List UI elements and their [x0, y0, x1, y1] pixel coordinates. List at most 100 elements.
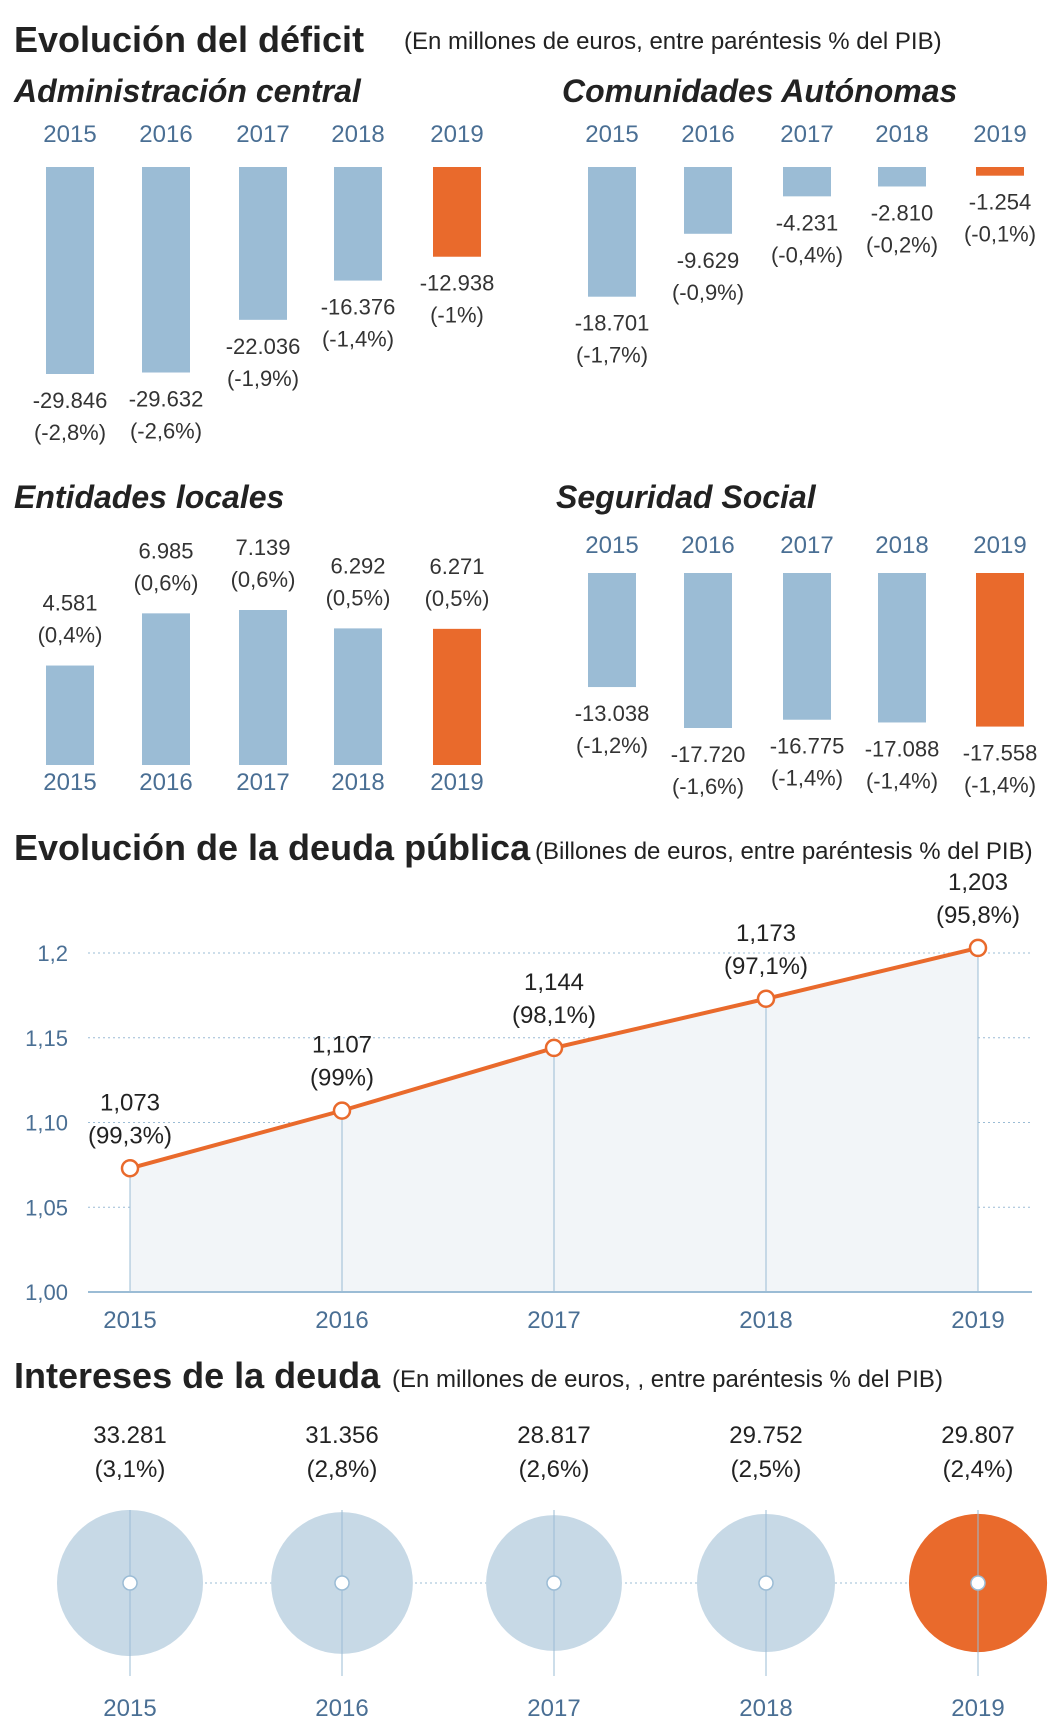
panel-locales-bars: 2015 4.581 (0,4%) 2016 6.985 (0,6%) 2017 7.139 (…: [38, 535, 490, 796]
panel-title-ccaa: Comunidades Autónomas: [562, 73, 957, 109]
data-point: [968, 938, 988, 958]
pct-label: (0,5%): [326, 585, 391, 610]
interest-subtitle: (En millones de euros, , entre paréntesi…: [392, 1366, 943, 1393]
value-label: 6.985: [138, 538, 193, 563]
year-label: 2017: [780, 121, 833, 148]
interest-bubble-chart: 33.281 (3,1%) 2015 31.356 (2,8%) 2016 28.817 (2…: [57, 1422, 1048, 1722]
data-label: 1,073: [100, 1089, 160, 1116]
pct-label: (-1,6%): [672, 774, 744, 799]
value-label: -4.231: [776, 210, 838, 235]
x-tick-label: 2019: [951, 1307, 1004, 1334]
year-label: 2019: [973, 532, 1026, 559]
pct-label: (2,5%): [731, 1456, 802, 1483]
year-label: 2017: [527, 1695, 580, 1722]
bubble-center: [758, 1575, 774, 1591]
pct-label: (0,4%): [38, 623, 103, 648]
year-label: 2015: [585, 121, 638, 148]
data-label: 1,203: [948, 869, 1008, 896]
y-tick-label: 1,10: [25, 1111, 68, 1136]
value-label: 28.817: [517, 1422, 590, 1449]
value-label: 4.581: [42, 591, 97, 616]
pct-label: (-0,1%): [964, 222, 1036, 247]
value-label: -18.701: [575, 311, 650, 336]
x-tick-label: 2016: [315, 1307, 368, 1334]
bar: [684, 167, 732, 234]
pct-label: (-1,9%): [227, 366, 299, 391]
value-label: -17.088: [865, 736, 940, 761]
value-label: -29.846: [33, 388, 108, 413]
value-label: 29.752: [729, 1422, 802, 1449]
data-label: 1,173: [736, 920, 796, 947]
panel-title-central: Administración central: [13, 73, 362, 109]
x-tick-label: 2018: [739, 1307, 792, 1334]
year-label: 2018: [875, 532, 928, 559]
y-tick-label: 1,05: [25, 1195, 68, 1220]
pct-label: (3,1%): [95, 1456, 166, 1483]
year-label: 2015: [585, 532, 638, 559]
pct-label: (0,5%): [425, 586, 490, 611]
bar: [334, 167, 382, 281]
interest-title: Intereses de la deuda: [14, 1355, 381, 1396]
bar: [334, 628, 382, 765]
panel-ss-bars: 2015 -13.038 (-1,2%) 2016 -17.720 (-1,6%) 2017…: [575, 532, 1038, 799]
value-label: -2.810: [871, 200, 933, 225]
bar: [239, 167, 287, 320]
value-label: -16.775: [770, 734, 845, 759]
year-label: 2019: [430, 121, 483, 148]
bar: [239, 610, 287, 765]
deficit-subtitle: (En millones de euros, entre paréntesis …: [404, 28, 942, 55]
value-label: -16.376: [321, 295, 396, 320]
year-label: 2016: [315, 1695, 368, 1722]
pct-label: (-1,4%): [771, 766, 843, 791]
pct-label: (-1,4%): [964, 773, 1036, 798]
year-label: 2015: [43, 121, 96, 148]
bar: [878, 167, 926, 187]
pct-label: (-1,4%): [322, 327, 394, 352]
panel-central-bars: 2015 -29.846 (-2,8%) 2016 -29.632 (-2,6%) 2017…: [33, 121, 495, 445]
x-tick-label: 2015: [103, 1307, 156, 1334]
pct-label: (-1,7%): [576, 343, 648, 368]
bar: [433, 628, 481, 765]
data-point: [332, 1101, 352, 1120]
year-label: 2019: [951, 1695, 1004, 1722]
year-label: 2015: [103, 1695, 156, 1722]
year-label: 2019: [430, 769, 483, 796]
bubble-center: [546, 1575, 562, 1591]
panel-ccaa-bars: 2015 -18.701 (-1,7%) 2016 -9.629 (-0,9%) 2017 -…: [575, 121, 1036, 368]
pct-label: (-0,4%): [771, 242, 843, 267]
pct-label: (-2,8%): [34, 420, 106, 445]
pct-label: (2,4%): [943, 1456, 1014, 1483]
pct-label: (0,6%): [134, 570, 199, 595]
value-label: -17.558: [963, 741, 1038, 766]
y-tick-label: 1,00: [25, 1280, 68, 1305]
x-tick-label: 2017: [527, 1307, 580, 1334]
bar: [142, 167, 190, 373]
pct-label: (-2,6%): [130, 419, 202, 444]
pct-label: (-0,9%): [672, 280, 744, 305]
bubble-center: [334, 1575, 350, 1591]
year-label: 2017: [780, 532, 833, 559]
year-label: 2019: [973, 121, 1026, 148]
value-label: -22.036: [226, 334, 301, 359]
pct-label: (95,8%): [936, 902, 1020, 929]
value-label: 29.807: [941, 1422, 1014, 1449]
bar: [976, 573, 1024, 727]
year-label: 2016: [139, 121, 192, 148]
pct-label: (99,3%): [88, 1122, 172, 1149]
deficit-title: Evolución del déficit: [14, 19, 364, 60]
pct-label: (98,1%): [512, 1002, 596, 1029]
pct-label: (-1%): [430, 303, 484, 328]
year-label: 2018: [331, 121, 384, 148]
bar: [433, 167, 481, 257]
value-label: -9.629: [677, 248, 739, 273]
value-label: 6.292: [330, 553, 385, 578]
value-label: 7.139: [235, 535, 290, 560]
bar: [684, 573, 732, 728]
y-tick-label: 1,2: [37, 941, 68, 966]
pct-label: (0,6%): [231, 567, 296, 592]
year-label: 2016: [681, 121, 734, 148]
year-label: 2015: [43, 769, 96, 796]
panel-title-ss: Seguridad Social: [556, 479, 817, 515]
